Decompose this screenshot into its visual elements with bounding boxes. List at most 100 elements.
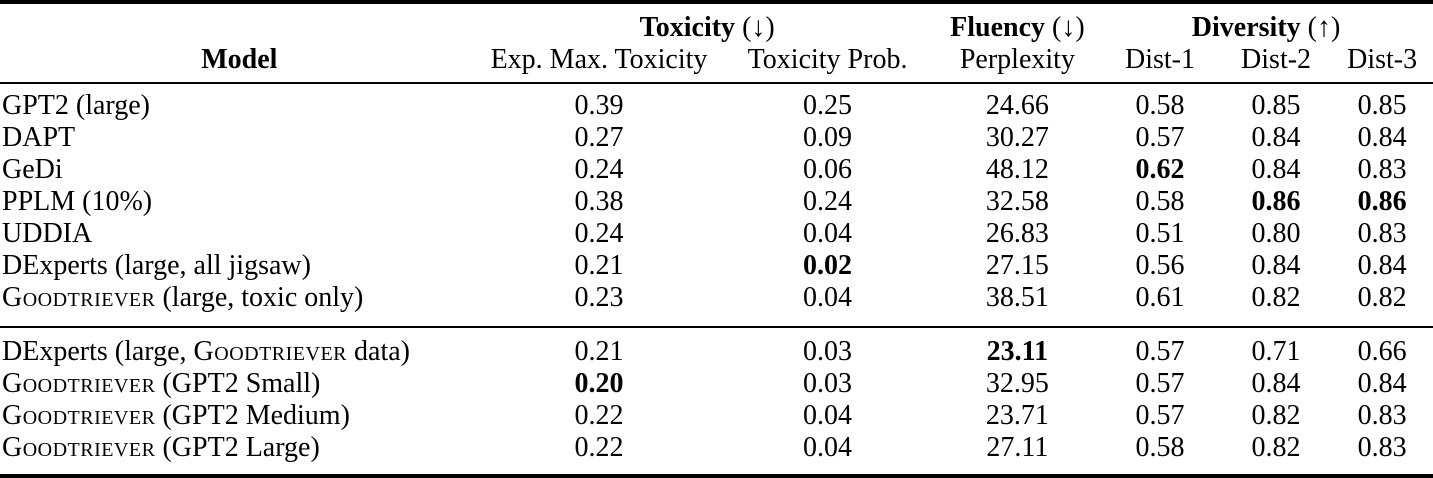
- column-header-toxicity-prob: Toxicity Prob.: [747, 44, 908, 75]
- value-cell: 0.58: [1135, 186, 1185, 217]
- column-header-dist-2: Dist-2: [1241, 44, 1312, 75]
- value-cell: 0.20: [574, 368, 624, 399]
- value-cell: 32.95: [985, 368, 1049, 399]
- value-cell: 0.84: [1251, 250, 1301, 281]
- value-cell: 0.80: [1251, 218, 1301, 249]
- table-row: Goodtriever (large, toxic only) 0.23 0.04 3…: [0, 282, 1433, 327]
- group-header-fluency: Fluency (↓): [936, 2, 1099, 44]
- value-cell: 26.83: [985, 218, 1049, 249]
- value-cell: 0.83: [1357, 400, 1407, 431]
- model-name-segment: (large, toxic only): [155, 282, 364, 313]
- value-cell: 0.23: [574, 282, 624, 313]
- group-header-diversity: Diversity (↑): [1099, 2, 1433, 44]
- value-cell: 0.85: [1357, 90, 1407, 121]
- value-cell: 0.84: [1357, 250, 1407, 281]
- value-cell: 0.04: [803, 400, 853, 431]
- table-row: Goodtriever (GPT2 Small) 0.20 0.03 32.95 0.5…: [0, 368, 1433, 400]
- value-cell: 0.85: [1251, 90, 1301, 121]
- table-row: UDDIA 0.24 0.04 26.83 0.51 0.80 0.83: [0, 218, 1433, 250]
- goodtriever-section: DExperts (large, Goodtriever data) 0.21 0.…: [0, 327, 1433, 477]
- model-name-cell: UDDIA: [0, 218, 479, 250]
- model-name-segment: (GPT2 Large): [155, 432, 320, 463]
- column-header-dist-1: Dist-1: [1124, 44, 1195, 75]
- value-cell: 0.82: [1251, 282, 1301, 313]
- value-cell: 0.03: [803, 368, 853, 399]
- value-cell: 0.03: [803, 336, 853, 367]
- value-cell: 0.84: [1251, 122, 1301, 153]
- model-name-smallcaps-segment: Goodtriever: [2, 400, 156, 431]
- group-header-spacer: [0, 2, 479, 44]
- up-arrow-icon: (↑): [1307, 12, 1341, 43]
- value-cell: 0.09: [803, 122, 853, 153]
- model-name-segment: data): [347, 336, 410, 367]
- value-cell: 0.57: [1135, 336, 1185, 367]
- model-name-segment: GPT2 (large): [2, 90, 150, 121]
- value-cell: 0.83: [1357, 432, 1407, 463]
- table-row: GeDi 0.24 0.06 48.12 0.62 0.84 0.83: [0, 154, 1433, 186]
- value-cell: 23.11: [986, 336, 1049, 367]
- value-cell: 0.82: [1251, 432, 1301, 463]
- down-arrow-icon: (↓): [1052, 12, 1085, 43]
- value-cell: 23.71: [985, 400, 1049, 431]
- value-cell: 0.27: [574, 122, 624, 153]
- diversity-group-label: Diversity: [1191, 12, 1301, 43]
- value-cell: 0.84: [1357, 368, 1407, 399]
- down-arrow-icon: (↓): [742, 12, 775, 43]
- value-cell: 0.83: [1357, 218, 1407, 249]
- value-cell: 0.39: [574, 90, 624, 121]
- table-row: Goodtriever (GPT2 Medium) 0.22 0.04 23.71 0.…: [0, 400, 1433, 432]
- value-cell: 0.04: [803, 432, 853, 463]
- column-header-perplexity: Perplexity: [959, 44, 1075, 75]
- model-name-cell: Goodtriever (large, toxic only): [0, 282, 479, 327]
- value-cell: 0.02: [803, 250, 853, 281]
- column-header-row: Model Exp. Max. Toxicity Toxicity Prob. …: [0, 44, 1433, 83]
- model-name-cell: Goodtriever (GPT2 Large): [0, 432, 479, 477]
- value-cell: 48.12: [985, 154, 1049, 185]
- value-cell: 0.66: [1357, 336, 1407, 367]
- value-cell: 38.51: [985, 282, 1049, 313]
- value-cell: 0.21: [574, 336, 624, 367]
- column-header-model: Model: [201, 44, 278, 75]
- value-cell: 27.11: [986, 432, 1049, 463]
- value-cell: 0.38: [574, 186, 624, 217]
- table-row: DAPT 0.27 0.09 30.27 0.57 0.84 0.84: [0, 122, 1433, 154]
- model-name-segment: (GPT2 Medium): [155, 400, 350, 431]
- model-name-segment: (GPT2 Small): [155, 368, 321, 399]
- value-cell: 0.62: [1135, 154, 1185, 185]
- value-cell: 0.86: [1357, 186, 1407, 217]
- table-row: GPT2 (large) 0.39 0.25 24.66 0.58 0.85 0.85: [0, 83, 1433, 122]
- model-name-smallcaps-segment: Goodtriever: [2, 282, 156, 313]
- value-cell: 0.51: [1135, 218, 1185, 249]
- model-name-cell: DExperts (large, Goodtriever data): [0, 327, 479, 368]
- value-cell: 0.22: [574, 400, 624, 431]
- table-row: DExperts (large, Goodtriever data) 0.21 0.…: [0, 327, 1433, 368]
- model-name-segment: GeDi: [2, 154, 63, 185]
- model-name-segment: DAPT: [2, 122, 76, 153]
- toxicity-group-label: Toxicity: [639, 12, 736, 43]
- value-cell: 0.58: [1135, 90, 1185, 121]
- value-cell: 0.58: [1135, 432, 1185, 463]
- value-cell: 0.57: [1135, 122, 1185, 153]
- model-name-cell: GeDi: [0, 154, 479, 186]
- model-name-cell: PPLM (10%): [0, 186, 479, 218]
- table-row: DExperts (large, all jigsaw) 0.21 0.02 27.1…: [0, 250, 1433, 282]
- value-cell: 0.24: [574, 154, 624, 185]
- value-cell: 0.57: [1135, 368, 1185, 399]
- value-cell: 0.82: [1251, 400, 1301, 431]
- value-cell: 0.21: [574, 250, 624, 281]
- value-cell: 0.71: [1251, 336, 1301, 367]
- model-name-smallcaps-segment: Goodtriever: [193, 336, 348, 367]
- model-name-cell: DAPT: [0, 122, 479, 154]
- value-cell: 24.66: [985, 90, 1049, 121]
- value-cell: 0.24: [803, 186, 853, 217]
- value-cell: 0.57: [1135, 400, 1185, 431]
- model-name-segment: DExperts (large,: [2, 336, 194, 367]
- value-cell: 30.27: [985, 122, 1049, 153]
- value-cell: 27.15: [985, 250, 1049, 281]
- value-cell: 0.22: [574, 432, 624, 463]
- value-cell: 0.61: [1135, 282, 1185, 313]
- value-cell: 0.84: [1251, 154, 1301, 185]
- group-header-toxicity: Toxicity (↓): [479, 2, 936, 44]
- baselines-section: GPT2 (large) 0.39 0.25 24.66 0.58 0.85 0.85 DAP…: [0, 83, 1433, 327]
